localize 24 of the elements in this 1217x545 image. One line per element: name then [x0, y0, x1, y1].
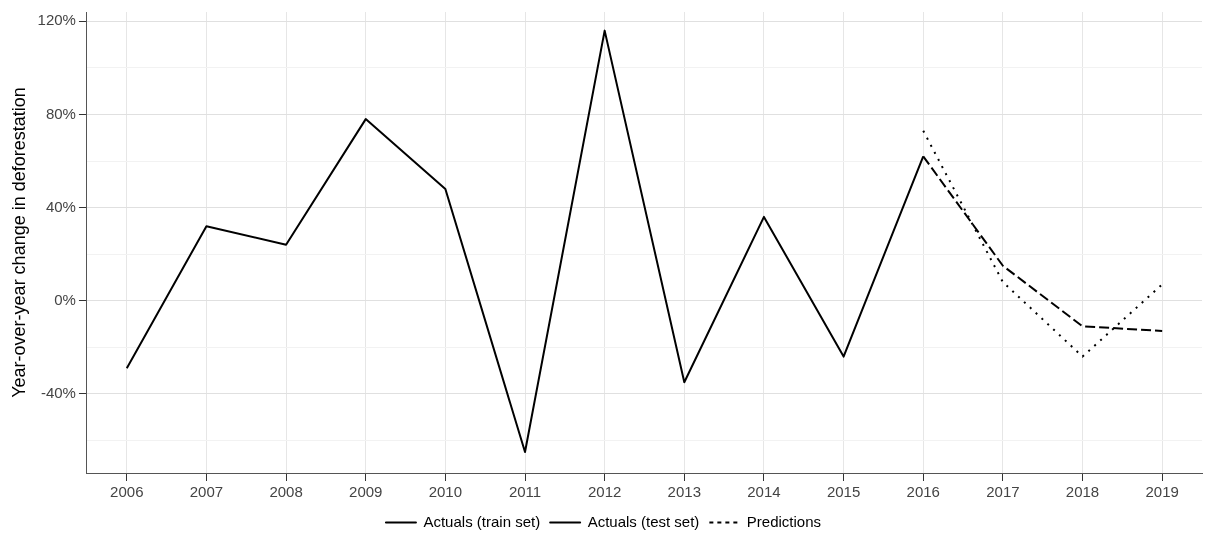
- y-tick-label: 0%: [54, 290, 76, 308]
- y-axis-title: Year-over-year change in deforestation: [8, 87, 29, 398]
- x-tick-label: 2008: [269, 483, 303, 501]
- x-tick-label: 2007: [189, 483, 224, 501]
- legend-label: Actuals (train set): [423, 512, 541, 530]
- x-tick-label: 2006: [110, 483, 144, 501]
- x-tick-label: 2012: [587, 483, 622, 501]
- legend-label: Actuals (test set): [587, 512, 700, 530]
- y-tick-label: -40%: [40, 383, 76, 401]
- x-tick-label: 2017: [986, 483, 1020, 501]
- x-tick-label: 2016: [906, 483, 940, 501]
- x-tick-label: 2013: [667, 483, 701, 501]
- x-tick-label: 2011: [508, 483, 542, 501]
- y-tick-label: 120%: [37, 11, 76, 29]
- x-tick-label: 2018: [1065, 483, 1100, 501]
- y-tick-label: 40%: [45, 197, 76, 215]
- x-tick-label: 2014: [747, 483, 781, 501]
- line-series: [922, 129, 1164, 358]
- x-tick-label: 2009: [349, 483, 383, 501]
- x-tick-label: 2010: [428, 483, 463, 501]
- x-tick-label: 2019: [1145, 483, 1179, 501]
- x-tick-label: 2015: [826, 483, 861, 501]
- y-tick-label: 80%: [45, 104, 76, 122]
- legend-label: Predictions: [746, 512, 822, 530]
